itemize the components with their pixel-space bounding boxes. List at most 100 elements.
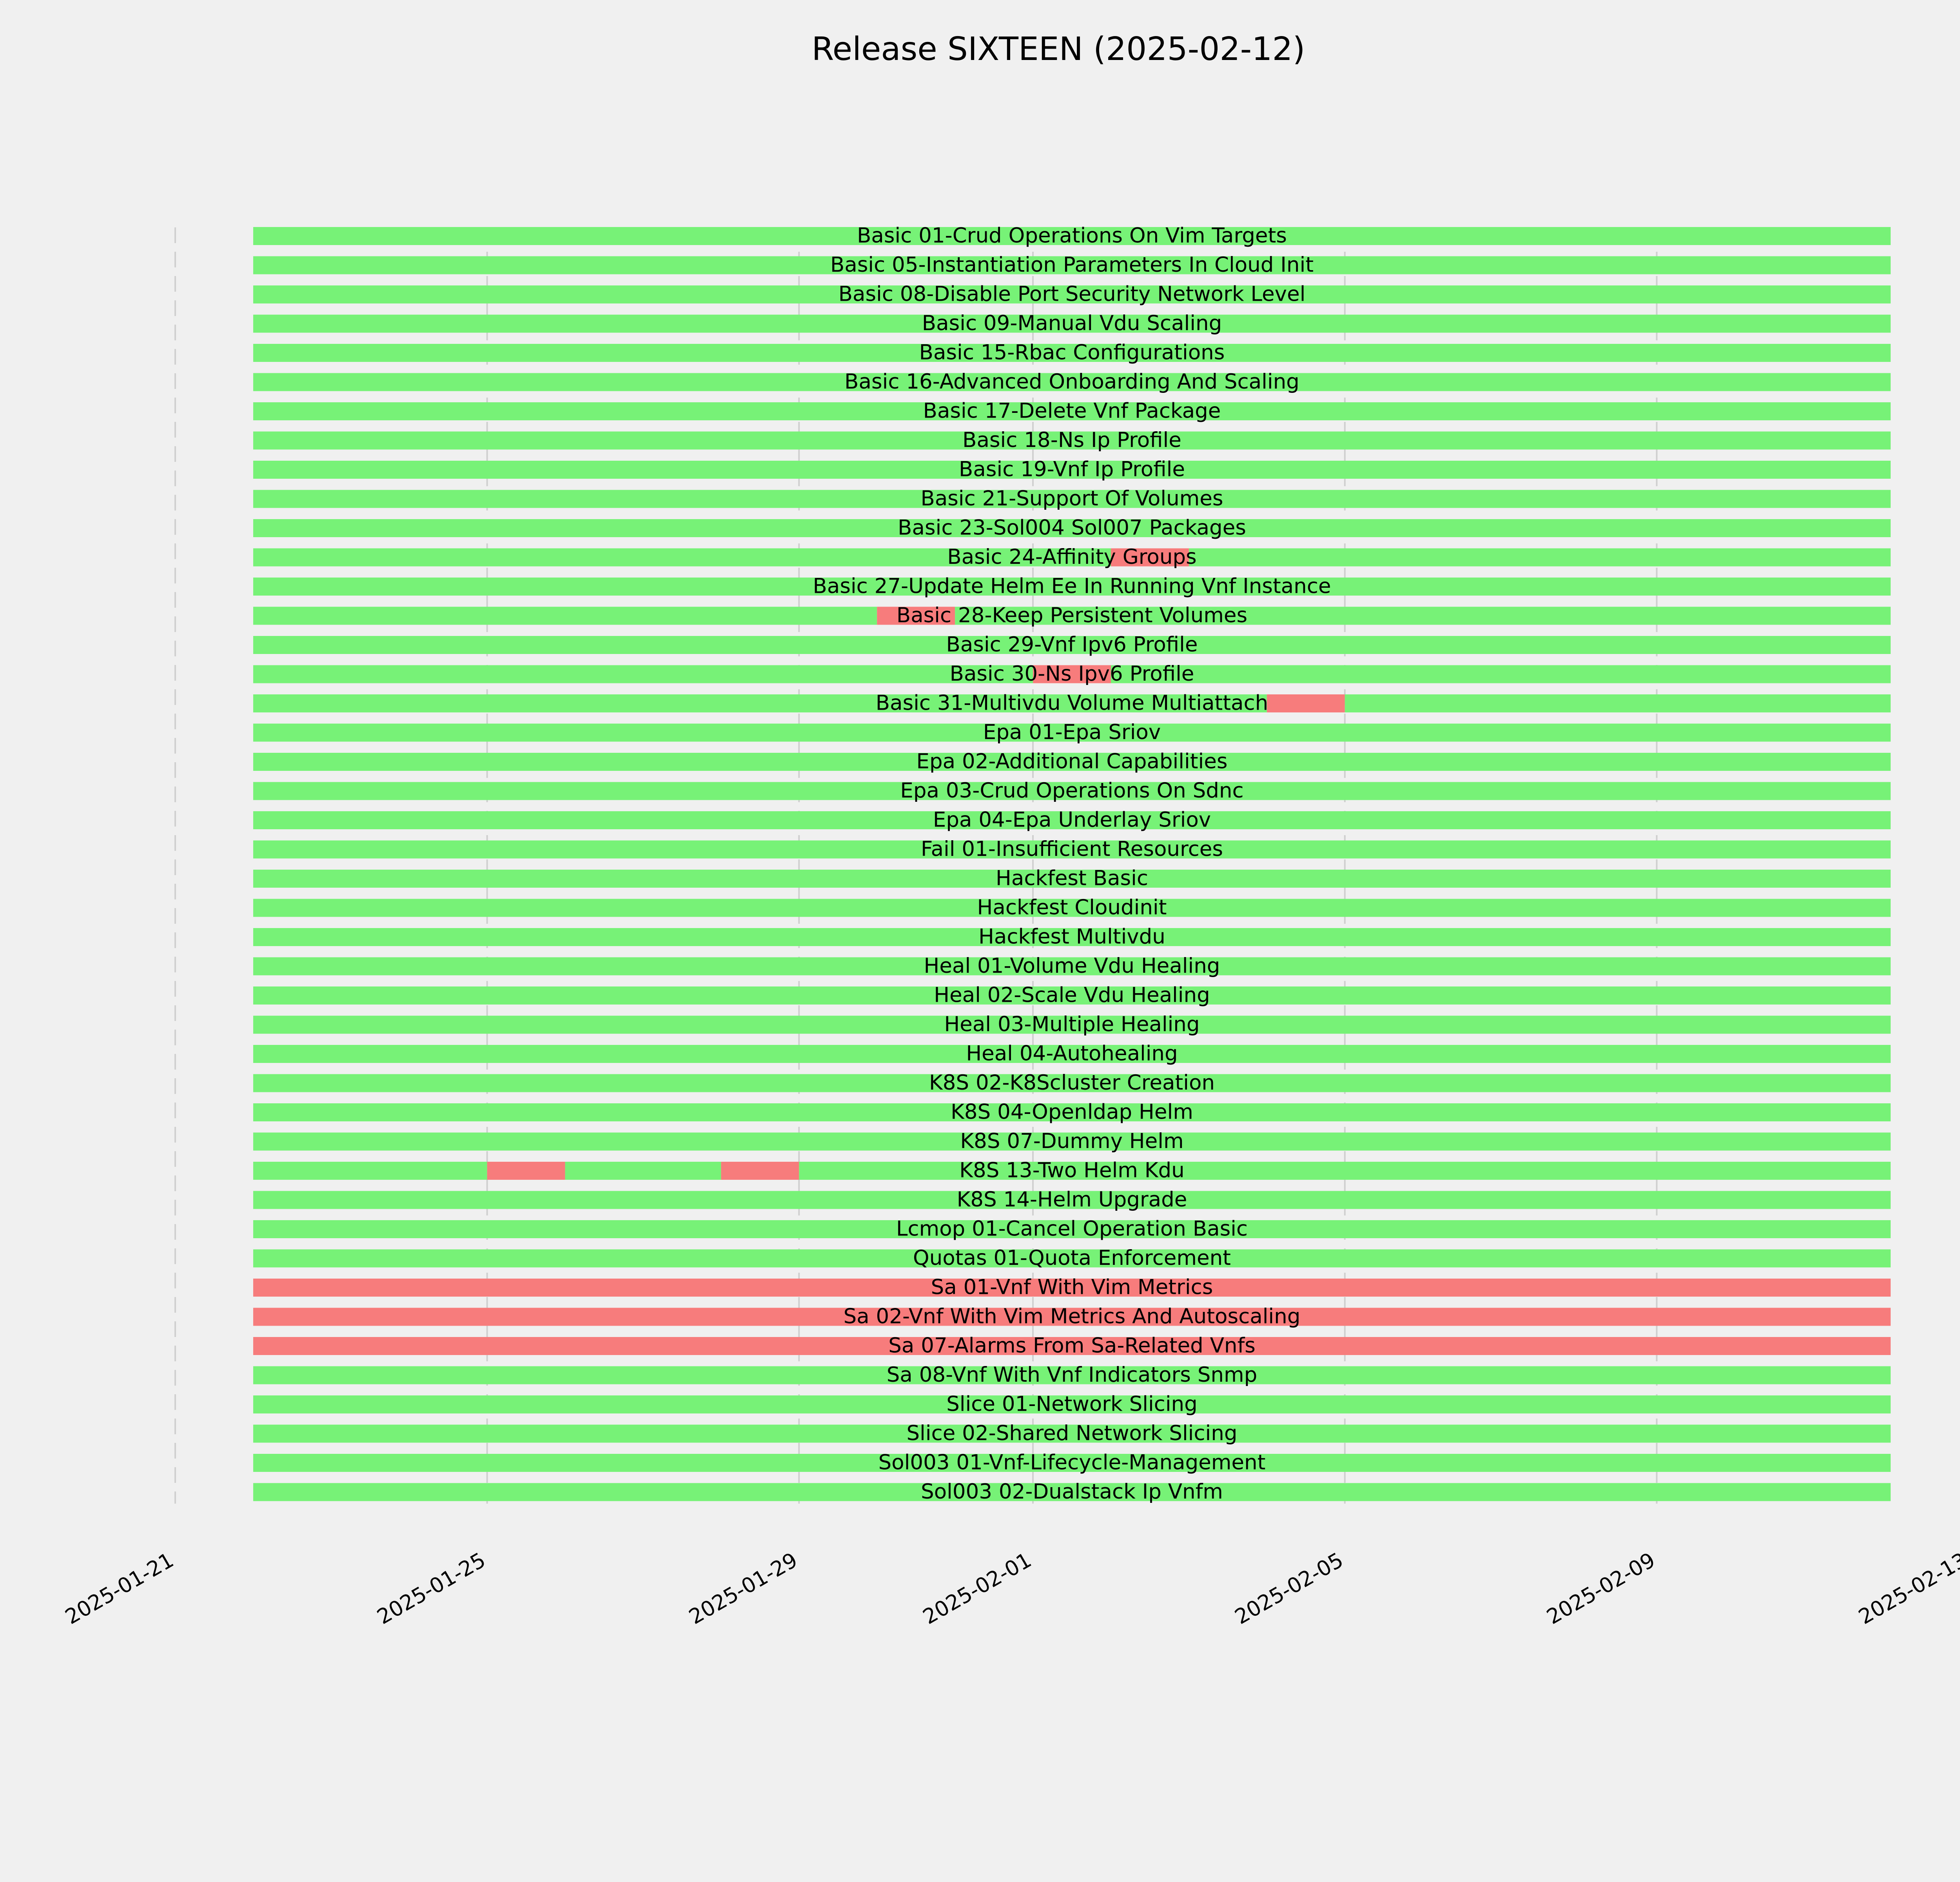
- row-label: Epa 03-Crud Operations On Sdnc: [900, 779, 1243, 803]
- bar-segment-pass: [253, 694, 1267, 712]
- x-tick-label: 2025-01-29: [685, 1548, 802, 1629]
- bar-segment-pass: [253, 1220, 1891, 1238]
- bar-segment-pass: [253, 840, 1891, 859]
- bar-segment-pass: [253, 1424, 1891, 1443]
- bar-layer: [253, 227, 1891, 1501]
- bar-segment-pass: [253, 723, 1891, 742]
- bar-segment-pass: [253, 1366, 1891, 1384]
- row-label: Epa 04-Epa Underlay Sriov: [933, 808, 1211, 832]
- bar-segment-pass: [253, 957, 1891, 976]
- x-tick-label: 2025-01-21: [61, 1548, 178, 1629]
- row-label: Epa 02-Additional Capabilities: [916, 750, 1228, 774]
- bar-segment-pass: [253, 1454, 1891, 1472]
- row-label: Basic 17-Delete Vnf Package: [923, 399, 1221, 423]
- bar-segment-pass: [565, 1162, 721, 1180]
- bar-segment-fail: [253, 1337, 1891, 1355]
- bar-segment-pass: [253, 870, 1891, 888]
- grid-layer: [174, 227, 1658, 1504]
- row-label: Basic 21-Support Of Volumes: [920, 487, 1223, 510]
- bar-segment-pass: [253, 402, 1891, 420]
- bar-segment-pass: [253, 490, 1891, 508]
- bar-segment-pass: [253, 636, 1891, 654]
- bar-segment-pass: [253, 431, 1891, 450]
- bar-segment-pass: [253, 986, 1891, 1005]
- row-label: Slice 02-Shared Network Slicing: [906, 1421, 1237, 1445]
- bar-segment-pass: [253, 1249, 1891, 1268]
- row-label: Fail 01-Insufficient Resources: [921, 837, 1223, 861]
- bar-segment-pass: [253, 811, 1891, 829]
- row-label: Epa 01-Epa Sriov: [983, 720, 1161, 744]
- row-label: Basic 23-Sol004 Sol007 Packages: [898, 516, 1246, 540]
- row-label: Sa 02-Vnf With Vim Metrics And Autoscali…: [844, 1304, 1301, 1328]
- row-label: Basic 28-Keep Persistent Volumes: [897, 603, 1247, 627]
- row-label: Slice 01-Network Slicing: [946, 1392, 1198, 1416]
- bar-segment-fail: [1111, 548, 1189, 567]
- row-label: Basic 09-Manual Vdu Scaling: [922, 311, 1222, 335]
- row-label: Sol003 02-Dualstack Ip Vnfm: [921, 1480, 1223, 1504]
- bar-segment-pass: [253, 1103, 1891, 1121]
- tick-layer: 2025-01-21 2025-01-25 2025-01-29 2025-02-01…: [61, 1548, 1960, 1629]
- bar-segment-pass: [253, 1132, 1891, 1151]
- bar-segment-fail: [721, 1162, 799, 1180]
- bar-segment-pass: [799, 1162, 1891, 1180]
- row-label: Heal 03-Multiple Healing: [944, 1012, 1200, 1036]
- bar-segment-pass: [253, 1162, 487, 1180]
- row-label: Basic 16-Advanced Onboarding And Scaling: [844, 370, 1299, 394]
- bar-segment-pass: [253, 782, 1891, 800]
- bar-segment-pass: [253, 1045, 1891, 1063]
- row-label: Hackfest Multivdu: [978, 925, 1165, 949]
- bar-segment-pass: [253, 373, 1891, 391]
- row-label: Basic 18-Ns Ip Profile: [962, 428, 1181, 452]
- chart-title: Release SIXTEEN (2025-02-12): [811, 31, 1305, 68]
- bar-segment-fail: [1267, 694, 1345, 712]
- row-label: Sa 07-Alarms From Sa-Related Vnfs: [888, 1334, 1255, 1358]
- bar-segment-pass: [1345, 694, 1891, 712]
- bar-segment-fail: [253, 1279, 1891, 1297]
- bar-segment-fail: [1033, 665, 1111, 683]
- bar-segment-pass: [253, 314, 1891, 333]
- bar-segment-pass: [253, 256, 1891, 274]
- row-label: Basic 19-Vnf Ip Profile: [959, 458, 1185, 481]
- bar-segment-fail: [253, 1308, 1891, 1326]
- row-label: Hackfest Basic: [996, 867, 1148, 890]
- row-label: Hackfest Cloudinit: [977, 896, 1167, 919]
- bar-segment-pass: [253, 665, 1033, 683]
- x-tick-label: 2025-02-01: [919, 1548, 1035, 1629]
- bar-segment-pass: [253, 607, 877, 625]
- bar-segment-pass: [253, 519, 1891, 537]
- bar-segment-pass: [253, 548, 1111, 567]
- row-label: K8S 04-Openldap Helm: [951, 1100, 1193, 1124]
- bar-segment-fail: [877, 607, 955, 625]
- bar-segment-pass: [253, 578, 1891, 596]
- row-label: Basic 08-Disable Port Security Network L…: [838, 282, 1306, 306]
- x-tick-label: 2025-02-13: [1855, 1548, 1960, 1629]
- row-label: Basic 01-Crud Operations On Vim Targets: [857, 224, 1287, 248]
- bar-segment-pass: [1189, 548, 1891, 567]
- row-label: Sol003 01-Vnf-Lifecycle-Management: [878, 1451, 1266, 1475]
- row-label: K8S 13-Two Helm Kdu: [959, 1159, 1185, 1183]
- row-label: Heal 02-Scale Vdu Healing: [934, 983, 1210, 1007]
- bar-segment-pass: [253, 899, 1891, 917]
- row-label: Heal 04-Autohealing: [966, 1042, 1178, 1066]
- bar-segment-pass: [253, 285, 1891, 303]
- row-label: Basic 31-Multivdu Volume Multiattach: [876, 691, 1269, 715]
- bar-segment-pass: [253, 1015, 1891, 1034]
- row-label: Quotas 01-Quota Enforcement: [913, 1246, 1231, 1270]
- x-tick-label: 2025-02-09: [1543, 1548, 1659, 1629]
- row-label: Basic 27-Update Helm Ee In Running Vnf I…: [813, 574, 1331, 598]
- x-tick-label: 2025-02-05: [1231, 1548, 1347, 1629]
- bar-segment-pass: [253, 1395, 1891, 1413]
- row-label: Basic 15-Rbac Configurations: [919, 341, 1225, 365]
- bar-segment-fail: [487, 1162, 565, 1180]
- row-label: Sa 08-Vnf With Vnf Indicators Snmp: [887, 1363, 1258, 1387]
- bar-segment-pass: [253, 1074, 1891, 1092]
- row-label: Basic 30-Ns Ipv6 Profile: [950, 662, 1194, 686]
- bar-segment-pass: [253, 1191, 1891, 1209]
- bar-segment-pass: [253, 344, 1891, 362]
- bar-segment-pass: [253, 753, 1891, 771]
- bar-segment-pass: [1111, 665, 1891, 683]
- row-label: Basic 05-Instantiation Parameters In Clo…: [830, 253, 1314, 277]
- row-label: Heal 01-Volume Vdu Healing: [924, 954, 1220, 978]
